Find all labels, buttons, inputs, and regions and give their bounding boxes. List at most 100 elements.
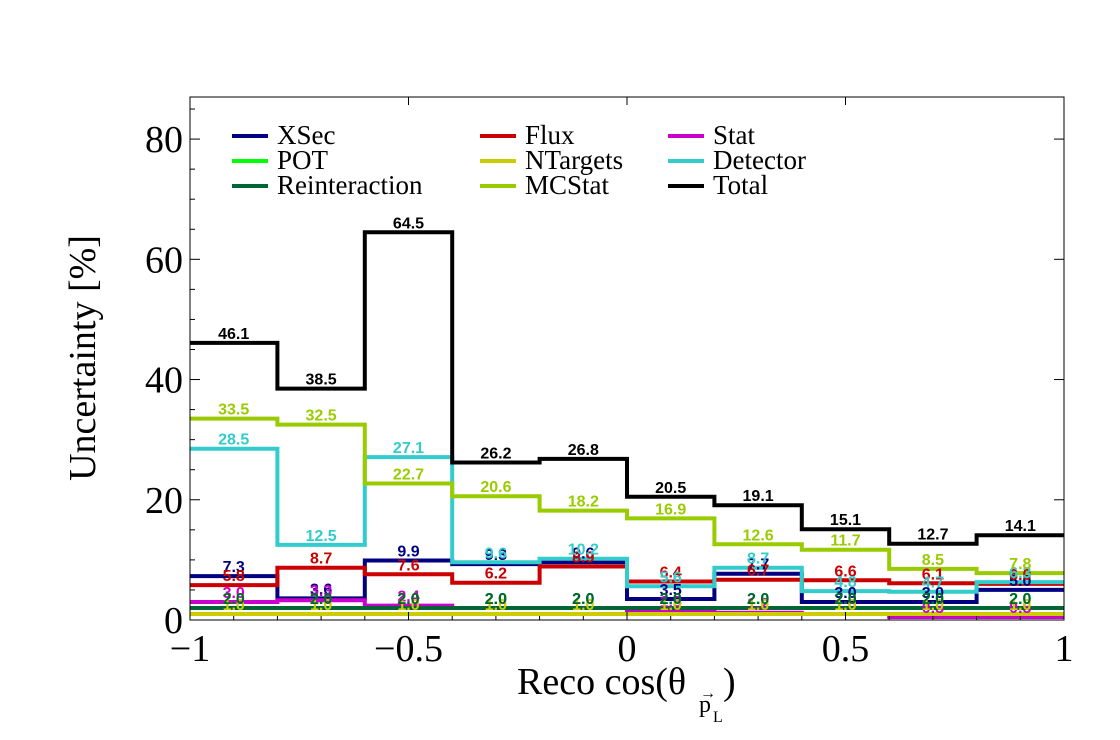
data-label-stat: 0.5 xyxy=(922,600,944,617)
data-label-total: 20.5 xyxy=(655,480,686,497)
data-label-flux: 8.9 xyxy=(572,549,594,566)
labels-detector: 28.512.527.19.6 10.25.68.74.8 4.76.3 xyxy=(218,432,1031,592)
data-label-reinteraction: 2.0 xyxy=(485,591,507,608)
data-label-stat: 3.3 xyxy=(310,583,332,600)
data-label-pot: 2.0 xyxy=(485,591,507,608)
series-detector xyxy=(190,446,1064,594)
legend-label: Stat xyxy=(713,120,756,150)
data-label-reinteraction: 2.0 xyxy=(922,591,944,608)
data-label-ntargets: 1.0 xyxy=(223,597,245,614)
data-label-xsec: 7.7 xyxy=(747,557,769,574)
legend-label: Detector xyxy=(713,145,806,175)
labels-flux: 5.8 8.7 7.6 6.2 8.9 6.4 6.7 6.6 6.1 6.0 xyxy=(223,549,1032,585)
data-label-xsec: 3.6 xyxy=(310,581,332,598)
data-label-xsec: 9.3 xyxy=(485,547,507,564)
legend-label: XSec xyxy=(277,120,335,150)
data-label-mcstat: 12.6 xyxy=(743,527,774,544)
data-label-stat: 1.0 xyxy=(834,597,856,614)
data-label-xsec: 5.0 xyxy=(1009,573,1031,590)
data-label-mcstat: 18.2 xyxy=(568,494,599,511)
y-tick-label: 20 xyxy=(145,480,183,522)
labels-xsec: 7.33.69.9 9.3 9.63.57.73.0 3.05.0 xyxy=(223,543,1032,601)
data-label-detector: 5.6 xyxy=(660,569,682,586)
data-label-stat: 1.5 xyxy=(660,594,682,611)
x-axis-title-main: Reco cos(θ xyxy=(517,661,686,703)
legend-item-reinteraction: Reinteraction xyxy=(232,170,423,200)
data-label-ntargets: 1.0 xyxy=(1009,597,1031,614)
data-label-detector: 9.6 xyxy=(485,545,507,562)
value-labels-layer: 7.33.69.9 9.3 9.63.57.73.0 3.05.05.88.7 7.6 6… xyxy=(218,215,1036,617)
data-label-reinteraction: 2.0 xyxy=(747,591,769,608)
data-label-total: 46.1 xyxy=(218,326,249,343)
data-label-ntargets: 1.0 xyxy=(485,597,507,614)
data-label-detector: 8.7 xyxy=(747,551,769,568)
data-label-reinteraction: 2.0 xyxy=(834,591,856,608)
x-axis-title: Reco cos(θ p → L ) xyxy=(517,661,736,726)
legend-label: Flux xyxy=(525,120,575,150)
y-tick-label: 40 xyxy=(145,360,183,402)
data-label-total: 12.7 xyxy=(917,527,948,544)
data-label-total: 64.5 xyxy=(393,215,424,232)
legend-item-pot: POT xyxy=(232,145,329,175)
x-axis-title-close: ) xyxy=(723,661,736,703)
legend-label: MCStat xyxy=(525,170,610,200)
series-total xyxy=(190,230,1064,546)
legend-item-xsec: XSec xyxy=(232,120,335,150)
legend-label: NTargets xyxy=(525,145,623,175)
data-label-xsec: 9.9 xyxy=(397,543,419,560)
legend-item-mcstat: MCStat xyxy=(480,170,610,200)
data-label-xsec: 3.0 xyxy=(834,585,856,602)
data-label-total: 38.5 xyxy=(306,372,337,389)
data-label-reinteraction: 2.0 xyxy=(660,591,682,608)
data-label-flux: 5.8 xyxy=(223,568,245,585)
data-label-pot: 2.0 xyxy=(834,591,856,608)
data-label-stat: 0.5 xyxy=(1009,600,1031,617)
data-label-detector: 6.3 xyxy=(1009,565,1031,582)
x-tick-label: −0.5 xyxy=(374,628,443,670)
data-label-total: 26.2 xyxy=(480,445,511,462)
legend-item-flux: Flux xyxy=(480,120,575,150)
data-label-mcstat: 7.8 xyxy=(1009,556,1031,573)
legend-label: Total xyxy=(713,170,768,200)
data-label-pot: 2.0 xyxy=(397,591,419,608)
axis-ticks: −1 −0.5 0 0.5 1 0 20 40 60 80 xyxy=(145,97,1074,670)
data-label-ntargets: 1.0 xyxy=(747,597,769,614)
data-label-mcstat: 22.7 xyxy=(393,467,424,484)
data-label-pot: 2.0 xyxy=(1009,591,1031,608)
data-label-stat: 3.0 xyxy=(223,585,245,602)
data-label-mcstat: 20.6 xyxy=(480,479,511,496)
data-label-flux: 6.2 xyxy=(485,566,507,583)
legend-item-detector: Detector xyxy=(668,145,806,175)
labels-stat: 3.0 3.3 2.4 2.0 2.0 1.5 1.2 1.0 0.5 0.5 xyxy=(223,583,1032,617)
data-label-reinteraction: 2.0 xyxy=(572,591,594,608)
data-label-ntargets: 1.0 xyxy=(572,597,594,614)
data-label-detector: 27.1 xyxy=(393,440,424,457)
data-label-stat: 2.4 xyxy=(397,589,419,606)
data-label-ntargets: 1.0 xyxy=(310,597,332,614)
x-axis-title-subscript: p xyxy=(699,692,711,718)
data-label-pot: 2.0 xyxy=(922,591,944,608)
data-label-flux: 6.6 xyxy=(834,563,856,580)
data-label-reinteraction: 2.0 xyxy=(1009,591,1031,608)
data-label-flux: 6.0 xyxy=(1009,567,1031,584)
labels-reinteraction: 2.0 2.0 2.0 2.0 2.0 2.0 2.0 2.0 2.0 2.0 xyxy=(223,591,1032,608)
data-label-stat: 2.0 xyxy=(485,591,507,608)
y-tick-label: 0 xyxy=(164,600,183,642)
data-label-pot: 2.0 xyxy=(660,591,682,608)
data-label-ntargets: 1.0 xyxy=(660,597,682,614)
labels-ntargets: 1.0 1.0 1.0 1.0 1.0 1.0 1.0 1.0 1.0 1.0 xyxy=(223,597,1032,614)
data-label-ntargets: 1.0 xyxy=(834,597,856,614)
x-tick-label: 0 xyxy=(618,628,637,670)
legend: XSec Flux Stat POT NTargets Detector Reinterac… xyxy=(232,120,806,200)
labels-pot: 2.0 2.0 2.0 2.0 2.0 2.0 2.0 2.0 2.0 2.0 xyxy=(223,591,1032,608)
labels-total: 46.1 38.5 64.5 26.2 26.8 20.5 19.1 15.1 12.7 14.1 xyxy=(218,215,1036,543)
data-label-mcstat: 16.9 xyxy=(655,501,686,518)
series-line-mcstat xyxy=(190,416,1064,576)
data-label-detector: 4.8 xyxy=(834,574,856,591)
data-label-mcstat: 11.7 xyxy=(830,533,860,550)
data-label-reinteraction: 2.0 xyxy=(310,591,332,608)
data-label-ntargets: 1.0 xyxy=(397,597,419,614)
data-label-xsec: 3.5 xyxy=(660,582,682,599)
x-axis-title-vector-arrow: → xyxy=(700,685,716,702)
data-label-total: 26.8 xyxy=(568,442,599,459)
